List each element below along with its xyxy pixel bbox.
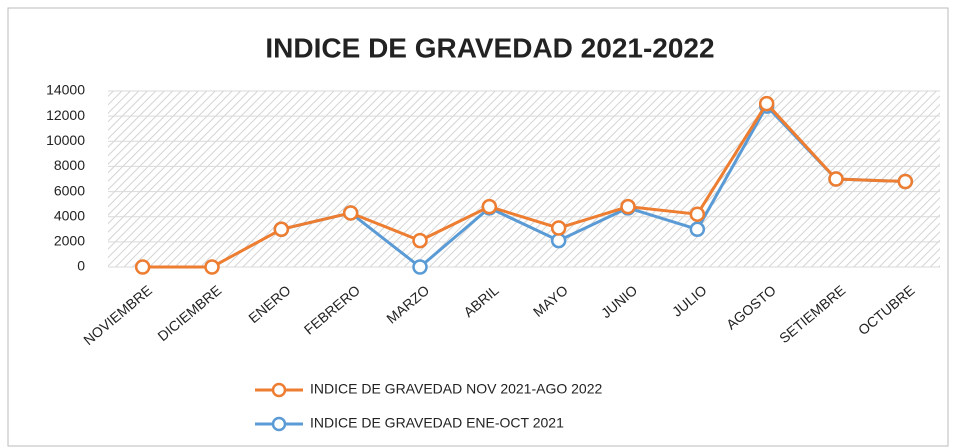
marker: [550, 220, 567, 236]
y-tick-label: 6000: [54, 182, 85, 198]
y-tick-label: 10000: [46, 132, 85, 148]
marker: [620, 198, 636, 215]
marker: [689, 221, 706, 238]
plot-area: [108, 91, 940, 267]
legend-marker: [271, 416, 287, 432]
marker: [273, 221, 290, 238]
y-tick-label: 12000: [46, 107, 85, 123]
y-tick-label: 4000: [54, 207, 85, 223]
marker: [897, 173, 914, 190]
marker: [412, 259, 428, 275]
chart-title: INDICE DE GRAVEDAD 2021-2022: [265, 32, 714, 63]
marker: [134, 259, 151, 275]
y-tick-label: 14000: [46, 82, 85, 98]
y-tick-label: 0: [77, 258, 85, 274]
marker: [204, 259, 220, 275]
legend-marker: [271, 382, 287, 398]
marker: [758, 95, 775, 112]
marker: [412, 232, 428, 249]
marker: [550, 232, 567, 249]
marker: [828, 171, 844, 187]
legend-label: INDICE DE GRAVEDAD NOV 2021-AGO 2022: [310, 381, 602, 397]
marker: [689, 206, 706, 222]
series-line: [142, 101, 906, 269]
y-tick-label: 8000: [54, 157, 85, 173]
marker: [342, 205, 359, 221]
legend-label: INDICE DE GRAVEDAD ENE-OCT 2021: [310, 415, 564, 431]
y-tick-label: 2000: [54, 233, 85, 249]
marker: [481, 198, 498, 215]
